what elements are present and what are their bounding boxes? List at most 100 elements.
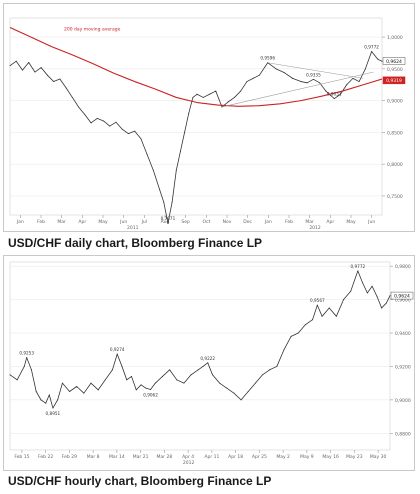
price-point bbox=[207, 362, 209, 364]
price-point bbox=[254, 382, 256, 384]
price-point bbox=[83, 392, 85, 394]
price-point bbox=[131, 375, 133, 377]
price-point bbox=[371, 285, 373, 287]
x-tick-label: Mar 8 bbox=[87, 454, 100, 460]
price-point bbox=[52, 407, 54, 409]
price-point bbox=[183, 382, 185, 384]
daily-chart: 1,0000 0,9500 0,9000 0,8500 0,8000 0,7500 Jan F… bbox=[9, 17, 406, 231]
price-point bbox=[16, 379, 18, 381]
price-point bbox=[283, 72, 285, 74]
price-label: 0,9567 bbox=[310, 298, 325, 303]
price-point bbox=[175, 170, 177, 172]
price-point bbox=[366, 292, 368, 294]
price-point bbox=[9, 374, 11, 376]
plot-area bbox=[9, 261, 391, 451]
price-point bbox=[121, 365, 123, 367]
moving-average-annotation: 200 day moving average bbox=[64, 27, 121, 33]
price-point bbox=[300, 81, 302, 83]
price-point bbox=[30, 369, 32, 371]
x-tick-label: Sep bbox=[181, 219, 190, 225]
support-trendline bbox=[221, 71, 374, 108]
price-point bbox=[46, 74, 48, 76]
price-label: 0,9772 bbox=[351, 264, 366, 269]
x-tick-label: Aug bbox=[161, 219, 170, 225]
price-point bbox=[371, 51, 373, 53]
y-tick-label: 0,9000 bbox=[395, 398, 411, 404]
price-point bbox=[350, 290, 352, 292]
x-tick-label: Feb 22 bbox=[38, 454, 53, 460]
x-tick-label: May bbox=[346, 219, 356, 225]
price-point bbox=[252, 77, 254, 79]
price-point bbox=[121, 128, 123, 130]
price-label: 0,9596 bbox=[260, 56, 275, 61]
year-label: 2011 bbox=[127, 225, 139, 231]
y-tick-label: 0,8500 bbox=[387, 130, 403, 136]
price-point bbox=[321, 315, 323, 317]
x-tick-label: Oct bbox=[202, 219, 210, 225]
price-point bbox=[171, 201, 173, 203]
x-tick-label: Apr 18 bbox=[228, 454, 243, 460]
price-point bbox=[65, 87, 67, 89]
y-tick-label: 0,9500 bbox=[387, 67, 403, 73]
price-point bbox=[145, 387, 147, 389]
price-point bbox=[275, 68, 277, 70]
price-point bbox=[258, 74, 260, 76]
price-point bbox=[134, 130, 136, 132]
price-point bbox=[306, 82, 308, 84]
hourly-chart: 0,9800 0,9600 0,9400 0,9200 0,9000 0,8800 Feb … bbox=[9, 261, 414, 466]
hourly-chart-frame: 0,9800 0,9600 0,9400 0,9200 0,9000 0,8800 Feb … bbox=[3, 255, 415, 471]
price-label: 0,9222 bbox=[200, 356, 215, 361]
y-tick-label: 0,8000 bbox=[387, 162, 403, 168]
price-point bbox=[376, 295, 378, 297]
price-point bbox=[140, 138, 142, 140]
price-point bbox=[215, 90, 217, 92]
price-point bbox=[90, 122, 92, 124]
price-label: 0,9062 bbox=[143, 393, 158, 398]
price-point bbox=[161, 375, 163, 377]
price-point bbox=[23, 365, 25, 367]
price-point bbox=[343, 299, 345, 301]
x-tick-label: May 2 bbox=[276, 454, 290, 460]
price-point bbox=[40, 67, 42, 69]
price-point bbox=[377, 58, 379, 60]
price-point bbox=[212, 374, 214, 376]
price-line bbox=[9, 270, 391, 409]
price-point bbox=[197, 369, 199, 371]
x-tick-label: Jul bbox=[141, 219, 147, 225]
x-tick-label: Jan bbox=[264, 219, 272, 225]
price-point bbox=[325, 90, 327, 92]
price-point bbox=[15, 60, 17, 62]
price-point bbox=[283, 349, 285, 351]
x-tick-label: Feb bbox=[37, 219, 45, 225]
price-point bbox=[292, 77, 294, 79]
price-point bbox=[78, 106, 80, 108]
price-point bbox=[188, 112, 190, 114]
price-point bbox=[176, 379, 178, 381]
x-tick-label: Jun bbox=[119, 219, 127, 225]
price-point bbox=[48, 394, 50, 396]
price-point bbox=[84, 114, 86, 116]
price-point bbox=[316, 304, 318, 306]
price-point bbox=[103, 120, 105, 122]
price-point bbox=[140, 384, 142, 386]
price-point bbox=[59, 78, 61, 80]
price-point bbox=[21, 69, 23, 71]
price-point bbox=[240, 90, 242, 92]
price-point bbox=[45, 402, 47, 404]
price-point bbox=[202, 96, 204, 98]
price-point bbox=[192, 96, 194, 98]
y-tick-label: 0,9600 bbox=[395, 298, 411, 304]
price-point bbox=[69, 391, 71, 393]
x-tick-label: Apr 25 bbox=[252, 454, 267, 460]
x-tick-label: Apr 11 bbox=[204, 454, 219, 460]
year-label: 2012 bbox=[309, 225, 321, 231]
y-tick-label: 0,9200 bbox=[395, 364, 411, 370]
last-price-tag bbox=[382, 76, 406, 85]
price-point bbox=[57, 399, 59, 401]
price-point bbox=[135, 389, 137, 391]
price-point bbox=[53, 81, 55, 83]
resistance-trendline bbox=[267, 62, 364, 79]
price-point bbox=[167, 222, 169, 224]
x-tick-label: May bbox=[98, 219, 108, 225]
price-point bbox=[154, 382, 156, 384]
